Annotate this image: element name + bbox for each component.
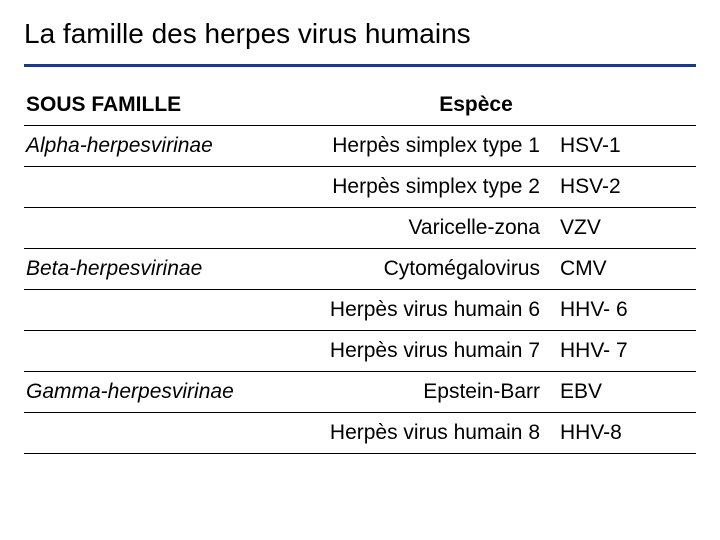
table-row: Gamma-herpesvirinae Epstein-Barr EBV (24, 372, 696, 413)
title-underline (24, 64, 696, 67)
cell-species: Varicelle-zona (262, 208, 552, 249)
cell-species: Herpès simplex type 1 (262, 126, 552, 167)
cell-abbr: HHV-8 (552, 413, 696, 454)
cell-subfamily (24, 167, 262, 208)
cell-species: Herpès virus humain 6 (262, 290, 552, 331)
cell-species: Herpès virus humain 7 (262, 331, 552, 372)
table-row: Herpès virus humain 6 HHV- 6 (24, 290, 696, 331)
cell-abbr: HSV-1 (552, 126, 696, 167)
cell-species: Epstein-Barr (262, 372, 552, 413)
cell-species: Herpès simplex type 2 (262, 167, 552, 208)
cell-species: Cytomégalovirus (262, 249, 552, 290)
table-row: Herpès virus humain 8 HHV-8 (24, 413, 696, 454)
cell-abbr: HSV-2 (552, 167, 696, 208)
cell-subfamily (24, 413, 262, 454)
cell-abbr: CMV (552, 249, 696, 290)
virus-table: SOUS FAMILLE Espèce Alpha-herpesvirinae … (24, 87, 696, 454)
col-subfamily-header: SOUS FAMILLE (24, 87, 262, 126)
cell-abbr: HHV- 7 (552, 331, 696, 372)
cell-subfamily (24, 331, 262, 372)
cell-subfamily: Gamma-herpesvirinae (24, 372, 262, 413)
cell-abbr: HHV- 6 (552, 290, 696, 331)
table-row: Varicelle-zona VZV (24, 208, 696, 249)
cell-abbr: EBV (552, 372, 696, 413)
cell-subfamily: Beta-herpesvirinae (24, 249, 262, 290)
cell-subfamily (24, 208, 262, 249)
cell-species: Herpès virus humain 8 (262, 413, 552, 454)
col-species-header: Espèce (262, 87, 696, 126)
cell-subfamily (24, 290, 262, 331)
table-row: Alpha-herpesvirinae Herpès simplex type … (24, 126, 696, 167)
slide-title: La famille des herpes virus humains (24, 18, 696, 50)
cell-abbr: VZV (552, 208, 696, 249)
table-row: Herpès simplex type 2 HSV-2 (24, 167, 696, 208)
cell-subfamily: Alpha-herpesvirinae (24, 126, 262, 167)
table-row: Herpès virus humain 7 HHV- 7 (24, 331, 696, 372)
table-row: Beta-herpesvirinae Cytomégalovirus CMV (24, 249, 696, 290)
